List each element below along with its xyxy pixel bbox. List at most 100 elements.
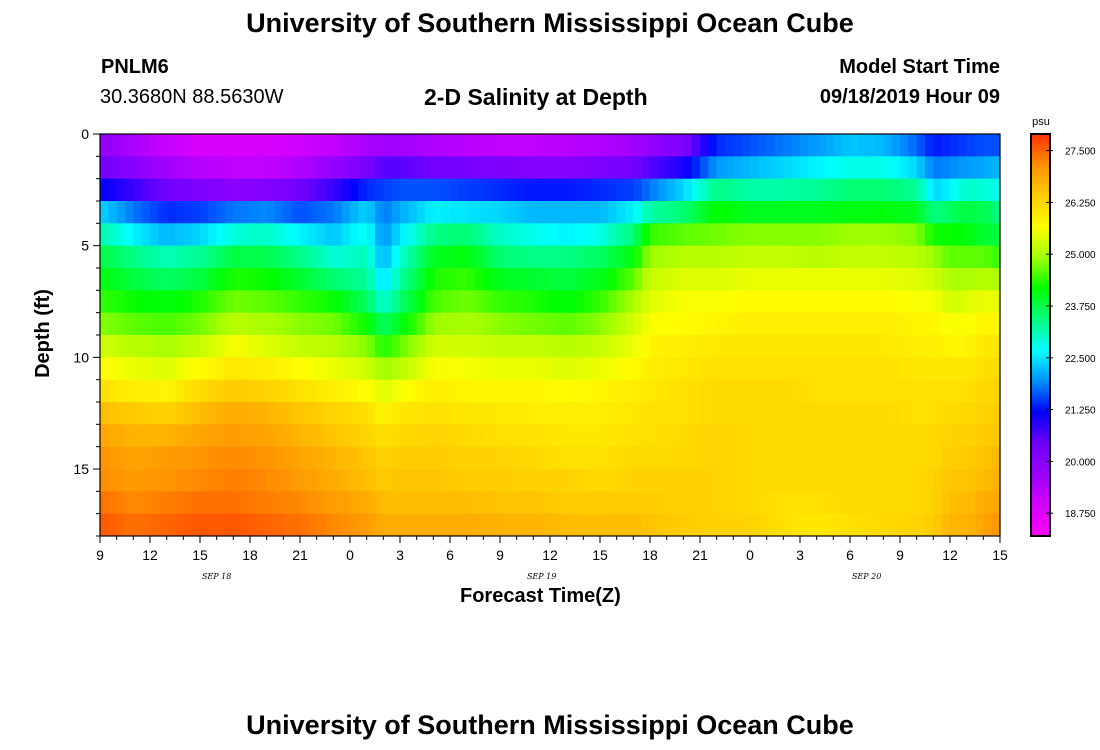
heatmap-cell (383, 268, 393, 291)
heatmap-cell (958, 469, 968, 492)
heatmap-cell (300, 424, 309, 448)
heatmap-cell (316, 312, 326, 336)
heatmap-cell (775, 357, 784, 381)
heatmap-cell (766, 201, 776, 224)
heatmap-cell (483, 424, 493, 448)
heatmap-cell (566, 134, 576, 157)
heatmap-cell (325, 290, 334, 314)
heatmap-cell (966, 446, 976, 470)
heatmap-cell (275, 223, 284, 247)
heatmap-cell (833, 469, 843, 492)
heatmap-cell (525, 201, 534, 224)
heatmap-cell (433, 245, 443, 269)
heatmap-cell (475, 357, 484, 381)
heatmap-cell (691, 312, 701, 336)
heatmap-cell (975, 156, 984, 180)
heatmap-cell (508, 513, 518, 536)
heatmap-cell (741, 201, 751, 224)
heatmap-cell (408, 469, 418, 492)
heatmap-cell (716, 201, 726, 224)
heatmap-cell (558, 223, 568, 247)
heatmap-cell (816, 312, 826, 336)
heatmap-cell (166, 134, 176, 157)
heatmap-cell (375, 245, 384, 269)
heatmap-cell (658, 357, 668, 381)
heatmap-cell (591, 357, 601, 381)
heatmap-cell (358, 446, 368, 470)
heatmap-cell (766, 268, 776, 291)
heatmap-cell (666, 223, 676, 247)
heatmap-cell (558, 245, 568, 269)
heatmap-cell (891, 446, 901, 470)
heatmap-cell (666, 268, 676, 291)
heatmap-cell (466, 245, 476, 269)
heatmap-cell (583, 201, 593, 224)
heatmap-cell (108, 469, 118, 492)
heatmap-cell (741, 178, 751, 202)
heatmap-cell (425, 223, 434, 247)
heatmap-cell (691, 178, 701, 202)
heatmap-cell (683, 446, 693, 470)
heatmap-cell (750, 469, 759, 492)
heatmap-cell (241, 290, 251, 314)
heatmap-cell (150, 178, 159, 202)
heatmap-cell (833, 156, 843, 180)
heatmap-cell (508, 379, 518, 403)
heatmap-cell (166, 245, 176, 269)
heatmap-cell (308, 201, 318, 224)
heatmap-cells (100, 134, 1000, 536)
heatmap-cell (541, 513, 551, 536)
heatmap-cell (741, 402, 751, 425)
heatmap-cell (833, 379, 843, 403)
heatmap-cell (225, 312, 234, 336)
heatmap-cell (441, 178, 451, 202)
heatmap-cell (666, 312, 676, 336)
heatmap-cell (250, 446, 259, 470)
heatmap-cell (533, 446, 543, 470)
heatmap-cell (716, 134, 726, 157)
heatmap-cell (283, 379, 293, 403)
heatmap-cell (116, 201, 126, 224)
x-tick-label: 3 (796, 547, 804, 563)
heatmap-cell (108, 491, 118, 515)
heatmap-cell (508, 446, 518, 470)
heatmap-cell (100, 268, 109, 291)
heatmap-cell (858, 402, 868, 425)
heatmap-cell (300, 357, 309, 381)
heatmap-cell (783, 424, 793, 448)
heatmap-cell (441, 245, 451, 269)
heatmap-cell (700, 379, 709, 403)
heatmap-cell (191, 379, 201, 403)
heatmap-cell (733, 446, 743, 470)
heatmap-cell (708, 357, 718, 381)
heatmap-cell (750, 290, 759, 314)
heatmap-cell (725, 290, 734, 314)
heatmap-cell (916, 156, 926, 180)
heatmap-cell (158, 379, 168, 403)
heatmap-cell (758, 156, 768, 180)
heatmap-cell (825, 402, 834, 425)
heatmap-cell (808, 134, 818, 157)
heatmap-cell (383, 357, 393, 381)
heatmap-cell (125, 312, 134, 336)
heatmap-cell (241, 446, 251, 470)
heatmap-cell (508, 469, 518, 492)
heatmap-cell (258, 156, 268, 180)
heatmap-cell (966, 268, 976, 291)
heatmap-cell (791, 156, 801, 180)
heatmap-cell (825, 245, 834, 269)
heatmap-cell (650, 178, 659, 202)
heatmap-cell (658, 290, 668, 314)
heatmap-cell (766, 178, 776, 202)
heatmap-cell (816, 134, 826, 157)
heatmap-cell (875, 491, 884, 515)
heatmap-cell (491, 156, 501, 180)
heatmap-cell (716, 268, 726, 291)
heatmap-cell (783, 134, 793, 157)
heatmap-cell (816, 424, 826, 448)
heatmap-cell (408, 201, 418, 224)
heatmap-cell (850, 268, 859, 291)
heatmap-cell (841, 513, 851, 536)
heatmap-cell (825, 469, 834, 492)
heatmap-cell (500, 513, 509, 536)
